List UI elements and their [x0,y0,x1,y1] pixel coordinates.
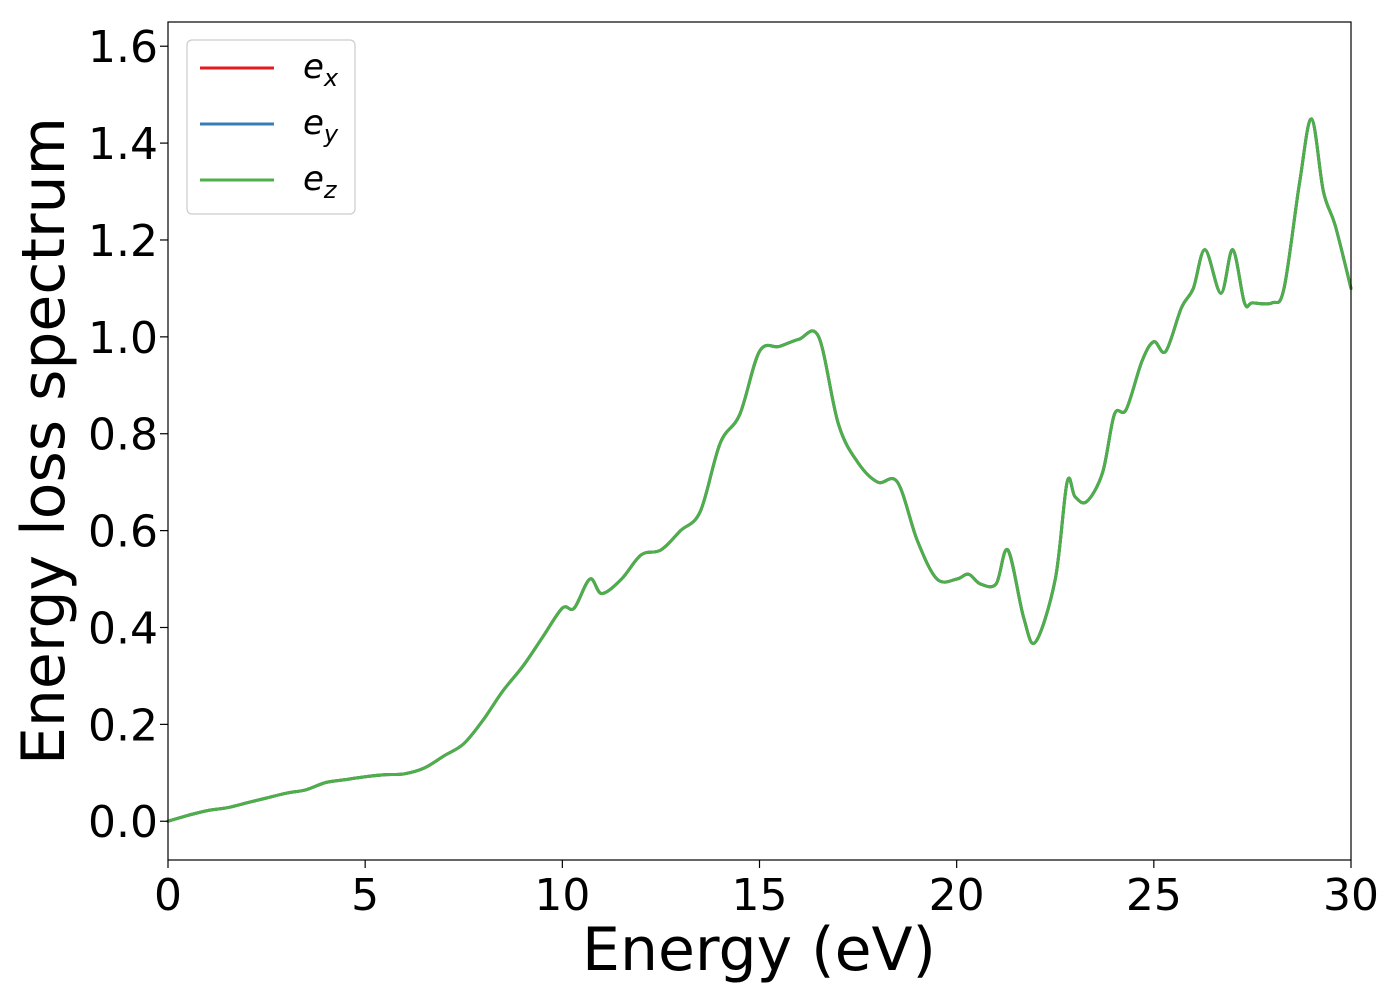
x-tick-label: 30 [1323,870,1379,921]
y-tick-label: 1.2 [88,216,158,267]
series-line-x [166,117,1353,823]
series-line-y [166,117,1353,823]
y-tick-label: 0.0 [88,797,158,848]
legend-box [186,39,356,215]
series-line-z [166,117,1353,823]
x-tick-label: 5 [351,870,379,921]
y-tick-label: 1.4 [88,119,158,170]
series-layer [166,117,1353,823]
x-tick-label: 10 [534,870,590,921]
x-tick-label: 25 [1126,870,1182,921]
x-tick-label: 0 [154,870,182,921]
y-tick-label: 0.4 [88,603,158,654]
x-tick-label: 20 [929,870,985,921]
x-axis: 0 5 10 15 20 25 30 [154,860,1379,921]
y-axis-label: Energy loss spectrum [9,117,79,765]
y-tick-label: 0.2 [88,700,158,751]
x-tick-label: 15 [732,870,788,921]
x-axis-label: Energy (eV) [582,915,936,985]
y-axis: 0.0 0.2 0.4 0.6 0.8 1.0 1.2 1.4 1.6 [88,22,168,848]
y-tick-label: 0.6 [88,507,158,558]
y-tick-label: 0.8 [88,410,158,461]
y-tick-label: 1.0 [88,313,158,364]
y-tick-label: 1.6 [88,22,158,73]
